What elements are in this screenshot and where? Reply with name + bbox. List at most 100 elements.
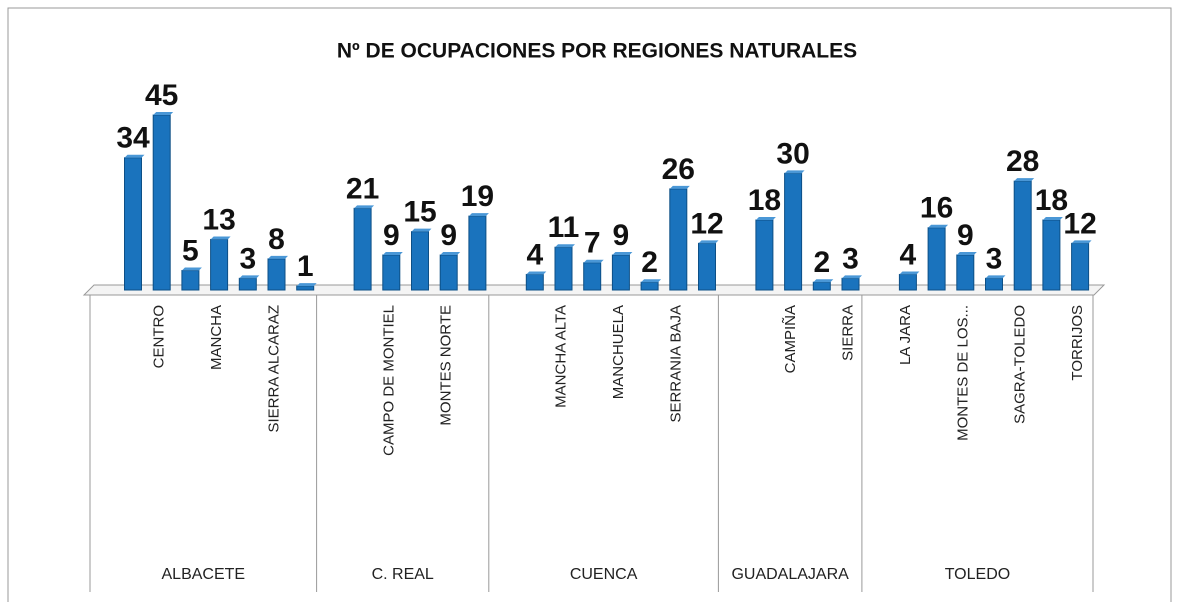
bar <box>698 242 716 291</box>
bar-top <box>124 154 145 158</box>
bar <box>1013 180 1032 291</box>
group-label: ALBACETE <box>162 566 246 583</box>
x-tick-label: CAMPIÑA <box>782 305 799 373</box>
bar-top <box>268 255 288 259</box>
value-label: 18 <box>1035 184 1068 217</box>
bar-top <box>1071 240 1092 244</box>
group-label: C. REAL <box>372 566 434 583</box>
value-label: 34 <box>116 122 150 155</box>
x-tick-label: CENTRO <box>151 305 168 368</box>
bar <box>784 172 803 291</box>
bar <box>152 114 171 291</box>
bar-top <box>411 228 432 232</box>
chart-frame <box>7 7 1172 602</box>
bar-top <box>612 252 633 255</box>
x-tick-label: MONTES NORTE <box>438 305 455 426</box>
value-label: 2 <box>813 246 830 279</box>
bar-top <box>842 275 862 279</box>
x-tick-label: MANCHA ALTA <box>552 305 569 408</box>
x-tick-label: CAMPO DE MONTIEL <box>380 305 397 456</box>
bar <box>755 219 774 291</box>
bar <box>124 157 142 291</box>
value-label: 4 <box>526 238 543 271</box>
bar <box>525 273 544 291</box>
bar-top <box>468 213 489 217</box>
x-tick-label: SERRANIA BAJA <box>667 305 684 423</box>
bar-top <box>440 252 461 255</box>
chart-title: Nº DE OCUPACIONES POR REGIONES NATURALES <box>337 40 857 63</box>
bar <box>956 254 975 291</box>
bar-top <box>239 275 260 279</box>
value-label: 45 <box>145 79 178 112</box>
bar <box>468 215 487 291</box>
value-label: 1 <box>297 250 314 283</box>
x-tick-label: SIERRA ALCARAZ <box>265 305 282 433</box>
bar-top <box>813 279 834 283</box>
bar <box>296 285 315 291</box>
value-label: 9 <box>613 219 630 252</box>
value-label: 9 <box>383 219 400 252</box>
value-label: 3 <box>842 242 859 275</box>
bar <box>554 246 573 291</box>
x-tick-label: SAGRA-TOLEDO <box>1012 305 1029 424</box>
bar <box>985 277 1003 291</box>
bar <box>812 281 831 291</box>
bar-top <box>354 205 375 209</box>
value-label: 15 <box>403 196 436 229</box>
bar <box>841 277 860 291</box>
x-tick-label: MANCHA <box>208 305 225 370</box>
bar <box>669 188 688 291</box>
value-label: 12 <box>1063 207 1096 240</box>
bar <box>583 262 602 291</box>
bar <box>382 254 401 291</box>
value-label: 7 <box>584 227 601 260</box>
value-label: 2 <box>641 246 658 279</box>
x-tick-label: SIERRA <box>839 305 856 361</box>
bar <box>927 227 946 291</box>
bar-top <box>526 271 547 275</box>
bar-top <box>669 185 690 189</box>
value-label: 5 <box>182 234 199 267</box>
value-label: 19 <box>461 180 494 213</box>
bar-top <box>210 236 231 240</box>
bar-top <box>1042 217 1063 220</box>
bar-top <box>755 217 776 220</box>
bar <box>210 238 229 291</box>
value-label: 30 <box>776 137 809 170</box>
bar-top <box>641 279 662 283</box>
value-label: 11 <box>548 211 580 244</box>
value-label: 21 <box>346 172 379 205</box>
bar-top <box>928 224 949 228</box>
bar <box>1071 242 1090 291</box>
bar-top <box>555 244 575 248</box>
value-label: 18 <box>748 184 781 217</box>
bar <box>411 231 429 291</box>
group-label: CUENCA <box>570 566 638 583</box>
value-label: 9 <box>440 219 457 252</box>
value-label: 28 <box>1006 145 1039 178</box>
bar <box>267 258 286 291</box>
group-label: TOLEDO <box>945 566 1011 583</box>
x-tick-label: MONTES DE LOS... <box>954 305 971 441</box>
bar <box>353 207 372 291</box>
bar <box>611 254 630 291</box>
value-label: 4 <box>900 238 917 271</box>
value-label: 26 <box>662 153 695 186</box>
bar-top <box>985 275 1006 279</box>
value-label: 3 <box>239 242 256 275</box>
bar <box>439 254 458 291</box>
bar-top <box>181 267 202 271</box>
bar <box>1042 219 1061 291</box>
bar-top <box>784 170 805 174</box>
group-label: GUADALAJARA <box>731 566 849 583</box>
bar-top <box>899 271 920 275</box>
bar-top <box>956 252 977 255</box>
bar <box>181 270 200 291</box>
bar-top <box>1014 178 1035 182</box>
bar-top <box>698 240 719 244</box>
value-label: 3 <box>986 242 1003 275</box>
x-tick-label: TORRIJOS <box>1069 305 1086 381</box>
value-label: 9 <box>957 219 974 252</box>
value-label: 16 <box>920 192 953 225</box>
